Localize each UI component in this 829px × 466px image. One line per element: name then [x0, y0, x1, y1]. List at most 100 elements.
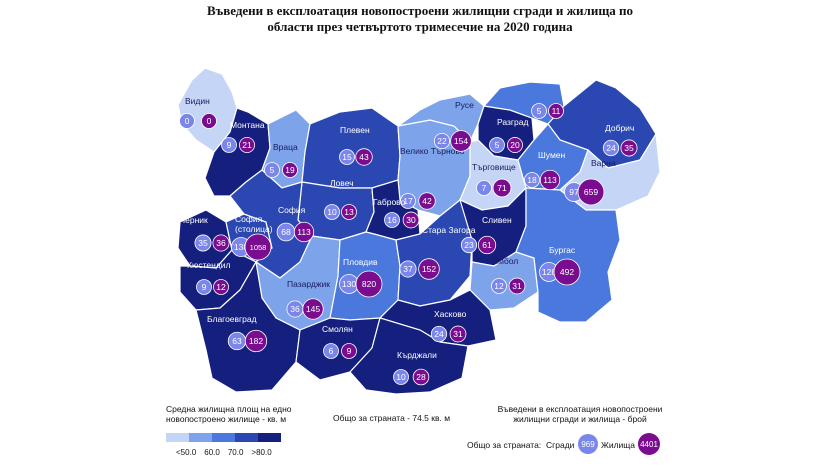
dwellings-value-сливен: 61 [482, 240, 492, 250]
dwellings-value-кърджали: 28 [416, 372, 426, 382]
buildings-value-разград: 5 [495, 140, 500, 150]
buildings-bubble-силистра [531, 103, 547, 119]
dwellings-value-софия: 113 [297, 227, 311, 237]
region-label-пазарджик: Пазарджик [287, 279, 330, 289]
dwellings-bubble-разград [507, 137, 523, 153]
legend-swatch-60to70 [212, 433, 235, 442]
dwellings-value-шумен: 113 [543, 175, 557, 185]
dwellings-bubble-габрово [402, 211, 420, 229]
dwellings-bubble-търговище [492, 178, 512, 198]
dwellings-value-софия-столица: 1058 [250, 243, 267, 252]
region-кърджали [349, 317, 469, 395]
buildings-value-ловеч: 10 [327, 207, 337, 217]
buildings-bubble-разград [489, 137, 505, 153]
buildings-value-шумен: 18 [527, 175, 537, 185]
dwellings-value-хасково: 31 [453, 329, 463, 339]
buildings-bubble-русе [433, 132, 451, 150]
region-label-враца: Враца [273, 142, 298, 152]
dwellings-value-благоевград: 182 [249, 336, 263, 346]
dwellings-total-bubble: 4401 [638, 433, 660, 455]
dwellings-bubble-видин [201, 113, 217, 129]
dwellings-value-стара-загора: 152 [422, 264, 436, 274]
region-label-силистра: Силистра [516, 73, 554, 83]
buildings-value-силистра: 5 [537, 106, 542, 116]
dwellings-value-бургас: 492 [560, 267, 574, 277]
buildings-value-софия-столица: 138 [234, 242, 248, 252]
buildings-bubble-смолян [323, 343, 339, 359]
buildings-value-велико-търново: 17 [403, 196, 413, 206]
dwellings-bubble-стара-загора [418, 258, 440, 280]
labels-layer: Видин 0 0 Монтана 9 21 Враца 5 19 Плевен 15 43 Ловеч… [179, 73, 638, 386]
dwellings-value-русе: 154 [454, 136, 468, 146]
dwellings-bubble-хасково [449, 325, 467, 343]
country-total-label: Общо за страната: [467, 440, 542, 450]
dwellings-bubble-софия-столица [244, 233, 272, 261]
buildings-value-габрово: 16 [387, 215, 397, 225]
region-label-софия-столица: София [235, 214, 263, 224]
legend-swatch-70to80 [235, 433, 258, 442]
dwellings-value-кюстендил: 12 [216, 282, 226, 292]
region-label-ловеч: Ловеч [330, 178, 354, 188]
region-label-софия: София [278, 205, 306, 215]
dwellings-bubble-софия [293, 221, 315, 243]
buildings-value-хасково: 24 [434, 329, 444, 339]
map-title: Въведени в експлоатация новопостроени жи… [160, 3, 680, 35]
dwellings-value-ямбол: 31 [512, 281, 522, 291]
legend-ticks: <50.0 60.0 70.0 >80.0 [176, 448, 272, 457]
buildings-value-софия: 68 [281, 227, 291, 237]
dwellings-value-габрово: 30 [406, 215, 416, 225]
buildings-bubble-сливен [460, 236, 478, 254]
dwellings-value-видин: 0 [207, 116, 212, 126]
buildings-label: Сгради [546, 440, 575, 450]
dwellings-bubble-варна [577, 178, 605, 206]
region-label-добрич: Добрич [605, 123, 634, 133]
dwellings-value-добрич: 35 [624, 143, 634, 153]
buildings-value-ямбол: 12 [494, 281, 504, 291]
dwellings-value-плевен: 43 [359, 152, 369, 162]
dwellings-value-пловдив: 820 [362, 279, 376, 289]
buildings-bubble-ловеч [324, 204, 340, 220]
dwellings-bubble-велико-търново [418, 192, 436, 210]
dwellings-bubble-ловеч [341, 204, 357, 220]
legend-tick-3: 70.0 [227, 448, 244, 457]
buildings-bubble-хасково [430, 325, 448, 343]
region-label-варна: Варна [591, 158, 616, 168]
buildings-value-монтана: 9 [227, 140, 232, 150]
buildings-bubble-перник [194, 234, 212, 252]
region-label-кърджали: Кърджали [397, 350, 437, 360]
dwellings-value-враца: 19 [285, 165, 295, 175]
region-label-габрово: Габрово [373, 197, 406, 207]
region-label-видин: Видин [185, 96, 210, 106]
region-label-русе: Русе [455, 100, 474, 110]
region-label-велико-търново: Велико Търново [400, 146, 465, 156]
buildings-value-добрич: 24 [606, 143, 616, 153]
title-line-1: Въведени в експлоатация новопостроени жи… [206, 3, 634, 18]
buildings-bubble-габрово [384, 212, 400, 228]
buildings-bubble-плевен [339, 149, 355, 165]
buildings-bubble-стара-загора [399, 260, 417, 278]
dwellings-value-разград: 20 [510, 140, 520, 150]
dwellings-bubble-пловдив [355, 270, 383, 298]
buildings-value-пловдив: 130 [342, 279, 356, 289]
title-line-2: области през четвъртото тримесечие на 20… [267, 19, 573, 34]
legend-tick-4: >80.0 [251, 448, 272, 457]
dwellings-value-ловеч: 13 [344, 207, 354, 217]
region-label-монтана: Монтана [230, 120, 265, 130]
legend-swatch-gt80 [258, 433, 281, 442]
buildings-value-бургас: 128 [542, 267, 556, 277]
legend-area-title: Средна жилищна площ на едно новопостроен… [166, 404, 292, 424]
region-label-перник: Перник [179, 215, 208, 225]
buildings-value-плевен: 15 [342, 152, 352, 162]
region-label-ямбол: Ямбол [492, 256, 518, 266]
region-label-пловдив: Пловдив [343, 257, 378, 267]
region-label-благоевград: Благоевград [207, 314, 257, 324]
buildings-value-русе: 22 [437, 136, 447, 146]
dwellings-bubble-пазарджик [302, 298, 324, 320]
buildings-bubble-търговище [476, 180, 492, 196]
buildings-value-враца: 5 [270, 165, 275, 175]
dwellings-bubble-кърджали [412, 368, 430, 386]
buildings-value-сливен: 23 [464, 240, 474, 250]
buildings-bubble-добрич [602, 139, 620, 157]
region-плевен [301, 107, 401, 189]
